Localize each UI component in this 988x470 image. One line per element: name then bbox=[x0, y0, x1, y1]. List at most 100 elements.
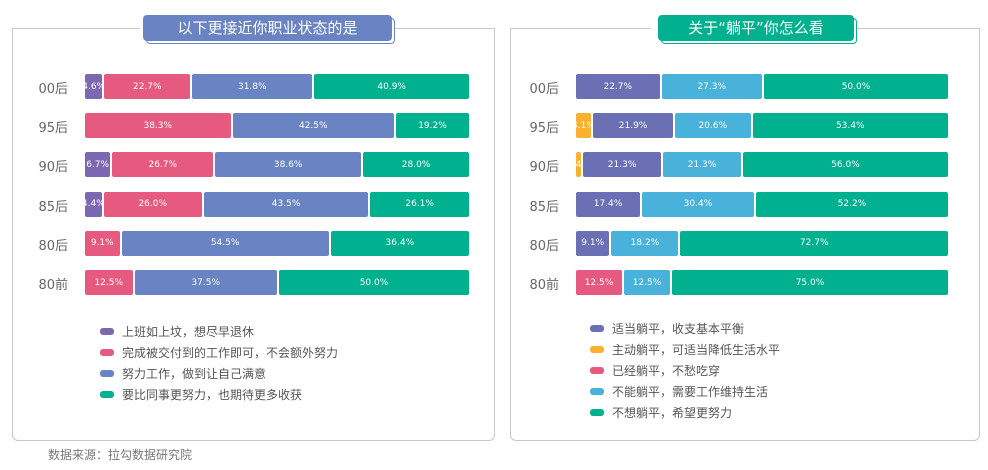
legend-label: 要比同事更努力，也期待更多收获 bbox=[122, 388, 303, 402]
data-label: 4.6% bbox=[85, 81, 102, 92]
legend-swatch-icon bbox=[590, 388, 604, 395]
data-label: 38.6% bbox=[273, 159, 303, 170]
data-label: 17.4% bbox=[593, 199, 623, 210]
bar-segment: 9.1% bbox=[576, 230, 610, 256]
data-label: 1.4% bbox=[576, 159, 582, 170]
data-label: 22.7% bbox=[603, 81, 633, 92]
bar-segment: 12.5% bbox=[624, 270, 670, 295]
bar-segment: 26.0% bbox=[103, 191, 202, 217]
left-chart-title: 以下更接近你职业状态的是 bbox=[143, 15, 392, 41]
data-label: 12.5% bbox=[584, 277, 614, 288]
bar-segment: 21.3% bbox=[583, 152, 662, 178]
data-label: 4.1% bbox=[576, 120, 591, 131]
data-label: 53.4% bbox=[835, 120, 865, 131]
bar-row: 22.7% 27.3% 50.0% bbox=[576, 74, 948, 99]
bar-segment: 21.3% bbox=[663, 152, 742, 178]
bar-row: 12.5% 37.5% 50.0% bbox=[85, 270, 469, 295]
bar-segment: 12.5% bbox=[85, 270, 133, 295]
bar-row: 4.6% 22.7% 31.8% 40.9% bbox=[85, 74, 469, 99]
category-label: 90后 bbox=[529, 160, 559, 176]
data-label: 36.4% bbox=[385, 238, 415, 249]
bar-row: 9.1% 18.2% 72.7% bbox=[576, 230, 948, 256]
bar-row: 9.1% 54.5% 36.4% bbox=[85, 230, 469, 256]
bar-segment: 40.9% bbox=[314, 74, 469, 99]
data-label: 18.2% bbox=[630, 238, 660, 249]
category-label: 80后 bbox=[529, 238, 559, 254]
data-label: 19.2% bbox=[418, 120, 447, 131]
category-label: 80后 bbox=[38, 238, 68, 254]
category-label: 00后 bbox=[38, 82, 68, 97]
bar-segment: 6.7% bbox=[85, 152, 111, 178]
data-label: 6.7% bbox=[86, 159, 110, 170]
bar-segment: 72.7% bbox=[680, 230, 948, 256]
bar-segment: 22.7% bbox=[576, 74, 660, 99]
bar-segment: 50.0% bbox=[763, 74, 948, 99]
bar-row: 6.7% 26.7% 38.6% 28.0% bbox=[85, 152, 469, 178]
data-label: 21.3% bbox=[607, 159, 637, 170]
bar-segment: 20.6% bbox=[675, 113, 751, 139]
legend-label: 不想躺平，希望更努力 bbox=[612, 406, 733, 420]
bar-segment: 75.0% bbox=[672, 270, 948, 295]
bar-row: 17.4% 30.4% 52.2% bbox=[576, 191, 948, 217]
data-label: 21.9% bbox=[618, 120, 648, 131]
data-label: 12.5% bbox=[632, 277, 662, 288]
data-label: 43.5% bbox=[271, 199, 301, 210]
category-label: 80前 bbox=[38, 278, 68, 293]
data-label: 31.8% bbox=[237, 81, 267, 92]
data-source: 数据来源：拉勾数据研究院 bbox=[48, 448, 193, 462]
bar-segment: 17.4% bbox=[576, 191, 641, 217]
bar-segment: 52.2% bbox=[755, 191, 948, 217]
bar-segment: 50.0% bbox=[279, 270, 469, 295]
legend-item: 努力工作，做到让自己满意 bbox=[100, 363, 338, 384]
data-label: 26.1% bbox=[405, 199, 434, 210]
legend-item: 已经躺平，不愁吃穿 bbox=[590, 360, 780, 381]
data-label: 26.0% bbox=[138, 199, 168, 210]
bar-segment: 4.6% bbox=[85, 74, 103, 99]
bar-row: 1.4% 21.3% 21.3% 56.0% bbox=[576, 152, 948, 178]
category-label: 85后 bbox=[529, 199, 559, 215]
data-label: 9.1% bbox=[581, 238, 605, 249]
bar-row: 4.4% 26.0% 43.5% 26.1% bbox=[85, 191, 469, 217]
legend-swatch-icon bbox=[590, 409, 604, 416]
data-label: 30.4% bbox=[683, 199, 713, 210]
bar-segment: 43.5% bbox=[203, 191, 369, 217]
bar-segment: 4.1% bbox=[576, 113, 591, 139]
data-label: 50.0% bbox=[841, 81, 871, 92]
legend-label: 努力工作，做到让自己满意 bbox=[122, 367, 267, 381]
legend-label: 不能躺平，需要工作维持生活 bbox=[612, 385, 769, 399]
category-label: 95后 bbox=[529, 121, 559, 137]
data-label: 56.0% bbox=[831, 159, 860, 170]
data-label: 9.1% bbox=[90, 238, 114, 249]
data-label: 54.5% bbox=[210, 238, 240, 249]
legend-item: 完成被交付到的工作即可，不会额外努力 bbox=[100, 342, 338, 363]
legend-label: 适当躺平，收支基本平衡 bbox=[612, 322, 745, 336]
legend-swatch-icon bbox=[590, 325, 604, 332]
legend-item: 上班如上坟，想尽早退休 bbox=[100, 321, 338, 342]
bar-segment: 26.7% bbox=[112, 152, 214, 178]
bar-segment: 12.5% bbox=[576, 270, 622, 295]
category-label: 80前 bbox=[529, 278, 559, 293]
legend-label: 完成被交付到的工作即可，不会额外努力 bbox=[122, 346, 339, 360]
data-label: 50.0% bbox=[359, 277, 389, 288]
data-label: 40.9% bbox=[377, 81, 406, 92]
legend-swatch-icon bbox=[590, 367, 604, 374]
bar-segment: 22.7% bbox=[104, 74, 191, 99]
right-chart-title: 关于“躺平”你怎么看 bbox=[658, 15, 854, 41]
data-label: 37.5% bbox=[191, 277, 221, 288]
legend-swatch-icon bbox=[100, 328, 114, 335]
category-label: 00后 bbox=[529, 82, 559, 97]
data-label: 42.5% bbox=[298, 120, 328, 131]
bar-segment: 36.4% bbox=[330, 230, 469, 256]
bar-segment: 54.5% bbox=[121, 230, 329, 256]
bar-segment: 30.4% bbox=[642, 191, 754, 217]
legend-item: 适当躺平，收支基本平衡 bbox=[590, 318, 780, 339]
data-label: 22.7% bbox=[132, 81, 162, 92]
data-label: 52.2% bbox=[837, 199, 867, 210]
data-label: 38.3% bbox=[143, 120, 173, 131]
data-label: 21.3% bbox=[687, 159, 717, 170]
legend-item: 主动躺平，可适当降低生活水平 bbox=[590, 339, 780, 360]
legend: 适当躺平，收支基本平衡主动躺平，可适当降低生活水平 已经躺平，不愁吃穿不能躺平，需… bbox=[590, 318, 780, 423]
legend-item: 不想躺平，希望更努力 bbox=[590, 402, 780, 423]
legend-swatch-icon bbox=[100, 370, 114, 377]
bar-segment: 4.4% bbox=[85, 191, 102, 217]
